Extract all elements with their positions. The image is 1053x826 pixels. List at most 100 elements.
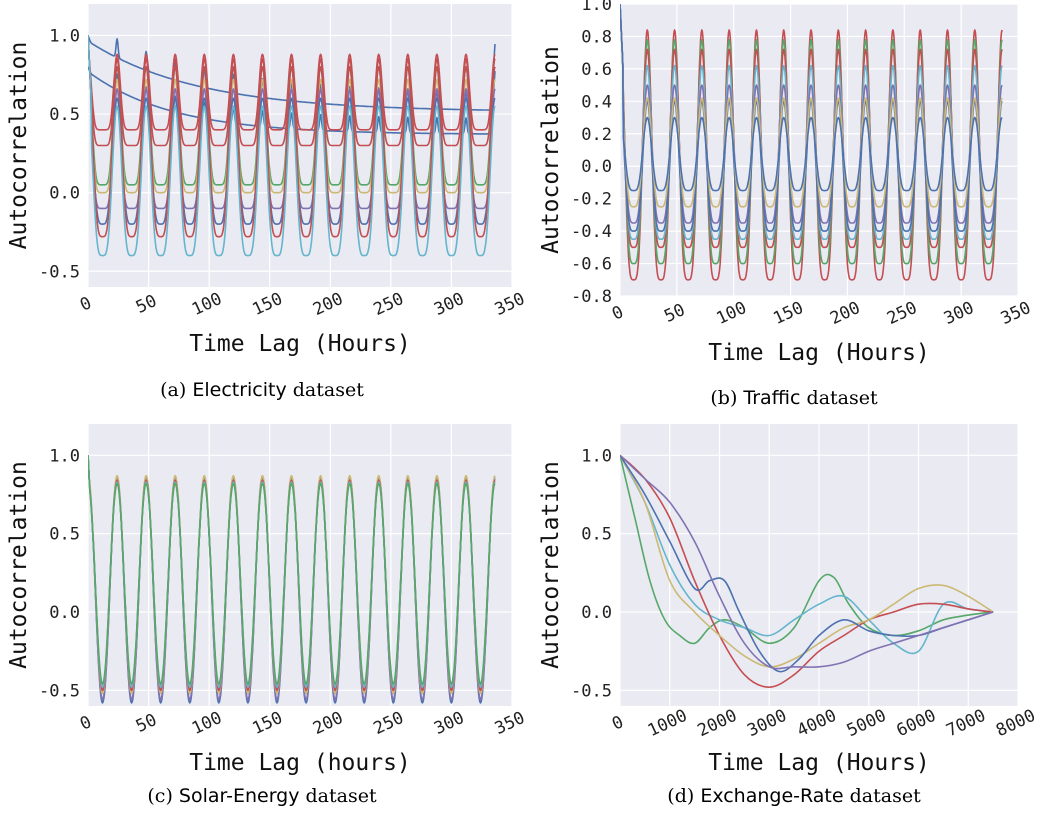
series-line-9 [88, 35, 496, 238]
x-tick-label: 0 [77, 712, 95, 734]
x-tick-label: 350 [492, 289, 528, 320]
series-group [620, 454, 994, 688]
caption-suffix: dataset [801, 387, 878, 409]
y-tick-label: 1.0 [49, 26, 80, 46]
caption-dataset-name: Traffic [742, 387, 800, 409]
y-tick-label: -0.4 [571, 222, 612, 242]
series-line-8 [620, 4, 1003, 192]
x-tick-label: 150 [770, 298, 806, 329]
x-tick-label: 300 [431, 708, 467, 739]
x-tick-label: 2000 [695, 706, 741, 741]
y-tick-label: 0.4 [581, 92, 612, 112]
series-line-3 [88, 35, 496, 131]
series-line-1 [620, 455, 994, 645]
y-tick-label: 0.0 [581, 603, 612, 623]
y-tick-label: 0.8 [581, 27, 612, 47]
x-tick-label: 200 [310, 289, 346, 320]
series-line-4 [620, 4, 1003, 240]
x-tick-label: 1000 [645, 706, 691, 741]
x-tick-label: 200 [310, 708, 346, 739]
caption-suffix: dataset [844, 785, 921, 807]
caption-dataset-name: Solar-Energy [179, 785, 300, 807]
caption-prefix: (d) [667, 785, 700, 807]
series-line-2 [88, 66, 496, 135]
plot-background [88, 424, 512, 706]
y-tick-label: -0.6 [571, 255, 612, 275]
x-tick-label: 100 [189, 289, 225, 320]
y-tick-label: 0.5 [49, 105, 80, 125]
x-tick-label: 250 [371, 708, 407, 739]
panel-electricity: 0 50 100 150 200 250 300 350 -0.5 0.0 0.5 1.0 Time L… [6, 4, 528, 401]
series-line-6 [620, 4, 1003, 232]
series-line-7 [88, 35, 496, 210]
series-line-2 [620, 4, 1003, 265]
x-tick-label: 300 [941, 298, 977, 329]
x-tick-label: 50 [133, 291, 160, 318]
caption-prefix: (c) [147, 785, 179, 807]
caption-solar-energy: (c) Solar-Energy dataset [147, 785, 377, 807]
series-line-8 [88, 35, 496, 225]
y-tick-label: 0.0 [49, 603, 80, 623]
caption-dataset-name: Electricity [192, 379, 286, 401]
y-tick-label: 0.6 [581, 60, 612, 80]
y-tick-label: 1.0 [49, 446, 80, 466]
caption-prefix: (a) [160, 379, 192, 401]
series-line-4 [88, 35, 496, 147]
x-axis-label: Time Lag (Hours) [708, 340, 930, 366]
caption-suffix: dataset [299, 785, 376, 807]
x-tick-label: 0 [609, 712, 627, 734]
y-tick-label: 1.0 [581, 0, 612, 15]
y-tick-label: -0.5 [39, 262, 80, 282]
x-tick-label: 350 [492, 708, 528, 739]
y-tick-label: -0.5 [571, 681, 612, 701]
y-axis-label: Autocorrelation [538, 46, 564, 254]
caption-dataset-name: Exchange-Rate [700, 785, 843, 807]
x-tick-label: 100 [713, 298, 749, 329]
y-tick-label: 0.5 [581, 525, 612, 545]
x-tick-label: 350 [998, 298, 1034, 329]
x-tick-label: 100 [189, 708, 225, 739]
caption-traffic: (b) Traffic dataset [710, 387, 878, 409]
y-tick-label: -0.8 [571, 287, 612, 307]
x-tick-label: 5000 [844, 706, 890, 741]
y-tick-label: 0.5 [49, 525, 80, 545]
x-tick-label: 7000 [943, 706, 989, 741]
x-tick-label: 150 [249, 708, 285, 739]
series-line-2 [620, 454, 994, 655]
x-tick-label: 150 [249, 289, 285, 320]
caption-suffix: dataset [287, 379, 364, 401]
y-tick-label: -0.5 [39, 681, 80, 701]
x-tick-label: 200 [827, 298, 863, 329]
series-line-10 [88, 35, 496, 257]
series-group [88, 35, 496, 257]
y-axis-label: Autocorrelation [6, 461, 32, 669]
series-line-6 [620, 454, 994, 670]
x-tick-label: 250 [371, 289, 407, 320]
series-line-5 [620, 4, 1003, 224]
x-tick-label: 8000 [993, 706, 1039, 741]
x-tick-label: 6000 [894, 706, 940, 741]
series-line-3 [620, 4, 1003, 249]
x-tick-label: 4000 [794, 706, 840, 741]
y-tick-label: 0.0 [49, 184, 80, 204]
x-tick-label: 50 [133, 710, 160, 737]
caption-exchange-rate: (d) Exchange-Rate dataset [667, 785, 921, 807]
x-tick-label: 300 [431, 289, 467, 320]
y-axis-label: Autocorrelation [6, 42, 32, 250]
x-tick-label: 3000 [744, 706, 790, 741]
y-tick-label: -0.2 [571, 190, 612, 210]
x-tick-label: 0 [77, 293, 95, 315]
series-group [620, 4, 1003, 281]
caption-prefix: (b) [710, 387, 743, 409]
series-line-1 [620, 4, 1003, 281]
x-axis-label: Time Lag (Hours) [189, 331, 411, 357]
series-line-6 [88, 455, 496, 685]
y-tick-label: 0.2 [581, 125, 612, 145]
panel-exchange-rate: 0 1000 2000 3000 4000 5000 6000 7000 8000 -0.5 0.0… [538, 424, 1039, 807]
y-tick-label: 1.0 [581, 446, 612, 466]
y-tick-label: 0.0 [581, 157, 612, 177]
series-group [88, 455, 496, 704]
x-tick-label: 50 [661, 300, 688, 327]
caption-electricity: (a) Electricity dataset [160, 379, 364, 401]
